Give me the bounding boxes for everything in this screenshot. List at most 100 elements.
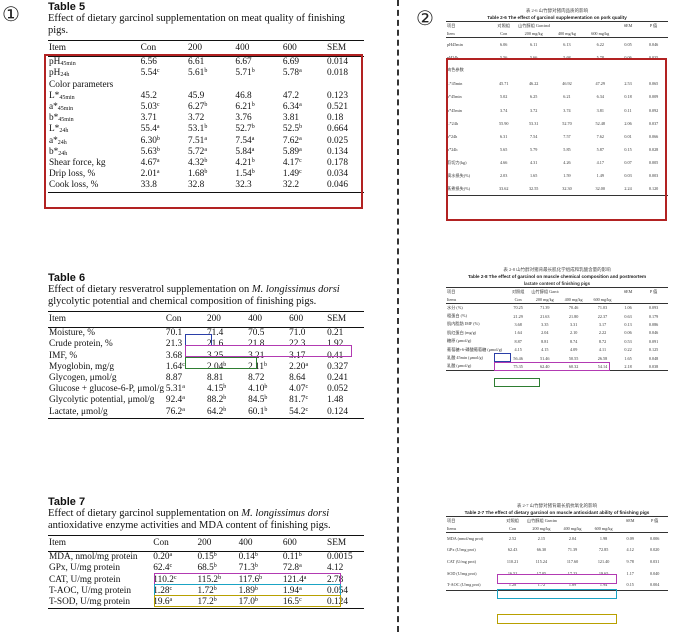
value-cell: 71.3b <box>238 563 282 574</box>
caption-text: Effect of dietary resveratrol supplement… <box>48 284 252 295</box>
value-text: 72.8 <box>282 563 300 574</box>
column-header: SEM <box>327 43 347 53</box>
value-cell: 64.2b <box>206 407 247 419</box>
thumb-header-cell: 山竹醇组 Garcinol groups <box>531 288 559 294</box>
thumb-cell: 1.98 <box>599 536 608 542</box>
significance-letter: b <box>254 585 258 592</box>
thumb-cell: 0.040 <box>649 570 660 576</box>
value-text: 6.56 <box>140 57 157 68</box>
significance-letter: a <box>299 563 302 570</box>
value-cell: 72.8a <box>282 563 326 574</box>
value-cell: 46.8 <box>234 91 281 102</box>
value-cell: 6.67 <box>234 57 281 69</box>
thumb-header-cell <box>639 30 668 38</box>
significance-letter: b <box>299 124 303 131</box>
significance-letter: b <box>218 574 222 581</box>
thumb-cell: 70.46 <box>568 305 579 311</box>
value-text: 5.72 <box>188 146 205 157</box>
thumb-header-cell <box>588 517 619 525</box>
thumb-cell: 3.17 <box>598 321 607 327</box>
value-cell: 53.1b <box>187 124 234 135</box>
row-label-text: Glycolytic potential, μmol/g <box>49 395 155 406</box>
value-text: 0.11 <box>282 552 299 563</box>
column-header: SEM <box>327 538 347 548</box>
value-cell: 3.68 <box>165 351 206 362</box>
thumb-cell: 22.37 <box>597 313 608 319</box>
value-text: 46.8 <box>235 90 252 101</box>
value-text: 32.2 <box>282 180 300 191</box>
value-cell: 110.2c <box>152 575 196 586</box>
row-label: Glycogen, μmol/g <box>48 373 165 384</box>
thumb-cell: 0.003 <box>648 173 659 179</box>
table-6-title: Table 6 <box>48 272 86 284</box>
table-row: IMF, % 3.68 3.25 3.21 3.17 0.41 <box>48 351 364 362</box>
significance-letter: a <box>299 585 302 592</box>
row-label-text: pH <box>49 68 61 79</box>
value-text: 1.28 <box>153 585 170 596</box>
value-text: 7.62 <box>282 135 300 146</box>
thumb-cell: 0.091 <box>648 338 659 344</box>
thumb-cell: 0.046 <box>648 41 659 47</box>
thumb-cell: L*45min <box>447 81 463 87</box>
value-cell: 1.72b <box>197 586 238 597</box>
value-cell: 1.64c <box>165 362 206 373</box>
value-cell: 6.69 <box>282 57 326 69</box>
significance-letter: a <box>182 395 185 402</box>
value-text: 2.20 <box>289 361 306 372</box>
thumb-cell: 1.89 <box>568 581 577 587</box>
thumb-cell: 5.87 <box>596 147 604 153</box>
row-label: b*45min <box>48 113 140 124</box>
table-5-grid: Item Con 200 400 600 SEM pH45min 6.56 6.61 6.67 6… <box>48 40 364 193</box>
table-row: Cook loss, % 33.8 32.8 32.3 32.2 0.046 <box>48 180 364 193</box>
table-row: MDA, nmol/mg protein 0.20a 0.15b 0.14b 0.11b… <box>48 552 364 564</box>
value-cell: 21.8 <box>247 339 288 350</box>
thumb-row: 粗蛋白 (%) 21.29 21.63 21.80 22.37 0.63 0.179 <box>446 312 668 320</box>
thumb-cell: 4.09 <box>569 347 578 353</box>
value-text: 4.67 <box>140 158 157 169</box>
thumb-cell: 0.06 <box>624 330 632 336</box>
table-row: CAT, U/mg protein 110.2c 115.2b 117.6b 121.4… <box>48 575 364 586</box>
table-5-title: Table 5 <box>48 1 86 13</box>
value-cell: 6.30b <box>140 136 187 147</box>
significance-letter: b <box>264 395 268 402</box>
thumb-cell: 肉色参数 <box>447 67 464 73</box>
value-cell: 0.20a <box>152 552 196 564</box>
thumb-cell: 62.43 <box>507 547 518 553</box>
thumb-cell: 56.46 <box>513 355 523 361</box>
value-cell: 33.8 <box>140 180 187 192</box>
value-cell: 3.71 <box>140 113 187 124</box>
significance-letter: c <box>299 169 302 176</box>
significance-letter: b <box>251 169 255 176</box>
row-label: MDA, nmol/mg protein <box>48 552 152 564</box>
column-header: Item <box>49 43 67 53</box>
value-text: 1.68 <box>188 169 205 180</box>
value-text: 70.5 <box>248 328 265 339</box>
thumb-cell: 7.57 <box>563 133 571 139</box>
significance-letter: b <box>223 361 227 368</box>
significance-letter: a <box>303 574 307 581</box>
significance-letter: a <box>204 146 207 153</box>
row-label-subscript: 45min <box>58 117 74 124</box>
value-cell: 54.2c <box>288 407 326 419</box>
row-label-text: L* <box>49 90 60 101</box>
value-cell <box>187 80 234 91</box>
thumb-header-cell: 600 mg/kg <box>594 525 613 531</box>
thumb-cell: 1.28 <box>508 581 517 587</box>
table-row: Lactate, μmol/g 76.2a 64.2b 60.1b 54.2c 0.124 <box>48 407 364 419</box>
thumb-header-row: Items Con 200 mg/kg 400 mg/kg 600 mg/kg <box>446 296 668 304</box>
thumb-header-cell: 山竹醇组 Garcinol groups <box>518 22 551 28</box>
sem-cell: 0.046 <box>327 180 348 191</box>
value-text: 45.9 <box>188 90 205 101</box>
value-cell: 32.8 <box>187 180 234 192</box>
significance-letter: b <box>204 102 208 109</box>
value-text: 5.61 <box>188 68 205 79</box>
thumb-cell: 72.85 <box>598 547 609 553</box>
thumb-cell: 1.94 <box>599 581 608 587</box>
thumb-cell: 2.22 <box>598 330 607 336</box>
value-text: 4.07 <box>289 384 306 395</box>
sem-cell: 0.241 <box>327 373 348 384</box>
value-text: 21.3 <box>165 339 183 350</box>
significance-letter: a <box>305 361 309 368</box>
value-cell: 70.1 <box>165 328 206 340</box>
